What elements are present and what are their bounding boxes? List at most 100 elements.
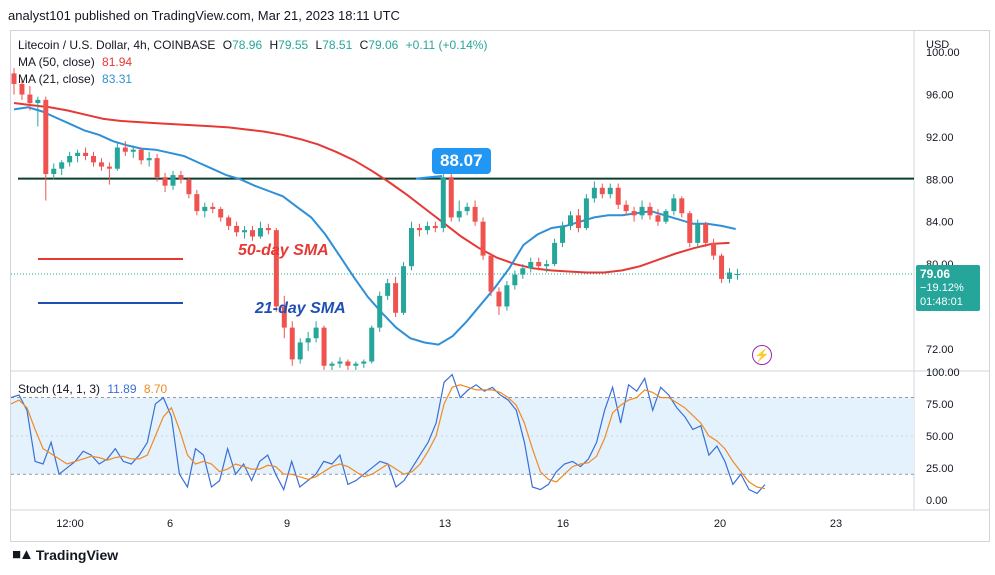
high-label: H bbox=[269, 38, 279, 52]
candle-body bbox=[504, 285, 510, 307]
ma21-label: MA (21, close) bbox=[18, 72, 95, 86]
ma21-line bbox=[13, 106, 736, 346]
candle-body bbox=[536, 261, 542, 267]
symbol-label: Litecoin / U.S. Dollar, 4h, COINBASE bbox=[18, 38, 216, 52]
sma21-annotation: 21-day SMA bbox=[255, 300, 346, 317]
last-price-change: −19.12% bbox=[920, 282, 964, 294]
low-value: 78.51 bbox=[322, 38, 353, 52]
candle-body bbox=[695, 223, 701, 243]
candle-body bbox=[544, 264, 550, 267]
candle-body bbox=[560, 225, 566, 243]
candle-body bbox=[321, 327, 327, 366]
candle-body bbox=[289, 327, 295, 360]
candle-body bbox=[305, 338, 311, 343]
open-value: 78.96 bbox=[232, 38, 263, 52]
candle-body bbox=[528, 261, 534, 269]
candle-body bbox=[27, 94, 33, 104]
stoch-tick-label: 100.00 bbox=[926, 367, 960, 379]
candle-body bbox=[11, 73, 17, 84]
ma50-label: MA (50, close) bbox=[18, 55, 95, 69]
chart-frame bbox=[10, 30, 990, 542]
candle-body bbox=[369, 327, 375, 362]
candle-body bbox=[19, 83, 25, 95]
candle-body bbox=[679, 198, 685, 214]
stoch-label: Stoch (14, 1, 3) bbox=[18, 382, 101, 396]
candle-body bbox=[520, 268, 526, 275]
stoch-k-value: 11.89 bbox=[107, 382, 137, 396]
candle-body bbox=[170, 175, 176, 186]
candle-body bbox=[401, 266, 407, 313]
candle-body bbox=[568, 215, 573, 226]
candle-body bbox=[583, 198, 589, 229]
candle-body bbox=[607, 187, 613, 195]
candle-body bbox=[138, 149, 144, 161]
tv-brand-label: TradingView bbox=[35, 546, 119, 563]
stoch-tick-label: 0.00 bbox=[926, 495, 947, 507]
candle-body bbox=[234, 225, 240, 233]
candle-body bbox=[218, 208, 224, 218]
stoch-legend: Stoch (14, 1, 3) 11.89 8.70 bbox=[18, 382, 171, 396]
time-tick-label: 6 bbox=[167, 518, 173, 530]
candle-body bbox=[496, 291, 502, 307]
time-tick-label: 16 bbox=[557, 518, 569, 530]
candle-body bbox=[75, 152, 81, 157]
candle-body bbox=[393, 283, 399, 313]
candle-body bbox=[250, 230, 255, 237]
time-tick-label: 12:00 bbox=[56, 518, 84, 530]
candle-body bbox=[488, 255, 494, 292]
candle-body bbox=[512, 274, 518, 286]
ma50-value: 81.94 bbox=[102, 55, 133, 69]
lightning-icon[interactable]: ⚡ bbox=[752, 345, 772, 365]
last-price-box: 79.06 −19.12% 01:48:01 bbox=[916, 265, 980, 311]
time-tick-label: 20 bbox=[714, 518, 726, 530]
candle-body bbox=[345, 361, 351, 366]
high-value: 79.55 bbox=[278, 38, 309, 52]
candle-body bbox=[337, 361, 343, 364]
candle-body bbox=[297, 342, 303, 360]
candle-body bbox=[409, 228, 414, 267]
candle-body bbox=[377, 295, 383, 328]
stoch-tick-label: 75.00 bbox=[926, 399, 954, 411]
candle-body bbox=[313, 327, 319, 339]
tradingview-logo[interactable]: ■▲ TradingView bbox=[12, 546, 118, 563]
candle-body bbox=[242, 230, 248, 233]
candle-body bbox=[178, 175, 184, 180]
candle-body bbox=[727, 272, 732, 279]
candle-body bbox=[480, 221, 486, 256]
price-tick-label: 72.00 bbox=[926, 344, 954, 356]
candle-body bbox=[114, 147, 120, 169]
candle-body bbox=[671, 198, 677, 212]
ma21-row: MA (21, close) 83.31 bbox=[18, 72, 491, 86]
candle-body bbox=[432, 225, 438, 229]
candle-body bbox=[154, 158, 160, 178]
price-tick-label: 88.00 bbox=[926, 174, 954, 186]
currency-label: USD bbox=[926, 39, 949, 51]
candle-body bbox=[91, 156, 96, 163]
level-callout: 88.07 bbox=[432, 148, 491, 174]
candle-body bbox=[647, 206, 653, 216]
candle-body bbox=[273, 230, 279, 307]
candle-body bbox=[265, 228, 271, 231]
candle-body bbox=[162, 177, 168, 186]
candle-body bbox=[416, 228, 422, 231]
candle-body bbox=[202, 206, 208, 212]
candle-body bbox=[464, 206, 470, 212]
low-label: L bbox=[315, 38, 323, 52]
change-value: +0.11 (+0.14%) bbox=[405, 38, 488, 52]
candle-body bbox=[67, 156, 73, 163]
candle-body bbox=[448, 177, 454, 218]
candle-body bbox=[226, 217, 232, 226]
candle-body bbox=[711, 242, 717, 256]
open-label: O bbox=[222, 38, 233, 52]
candle-body bbox=[353, 363, 359, 366]
time-tick-label: 9 bbox=[284, 518, 290, 530]
ma21-value: 83.31 bbox=[102, 72, 133, 86]
candle-body bbox=[385, 283, 391, 296]
candle-body bbox=[687, 213, 693, 243]
stoch-tick-label: 50.00 bbox=[926, 431, 954, 443]
stoch-tick-label: 25.00 bbox=[926, 463, 954, 475]
candle-body bbox=[734, 274, 740, 276]
candle-body bbox=[146, 158, 152, 161]
chart-legend: Litecoin / U.S. Dollar, 4h, COINBASE O78… bbox=[18, 38, 491, 86]
